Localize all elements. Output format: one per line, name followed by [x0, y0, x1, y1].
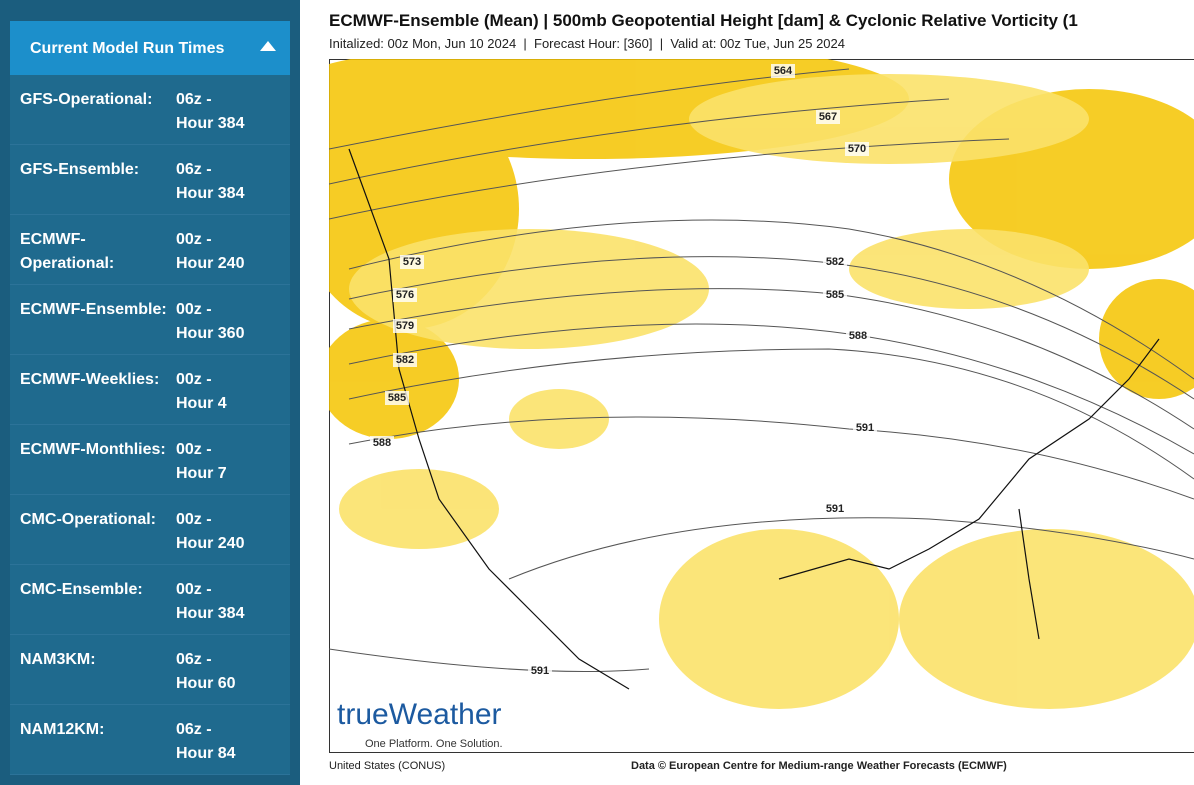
contour-label: 573	[403, 256, 421, 268]
contour-label: 576	[396, 289, 414, 301]
run-hour: Hour 384	[176, 605, 245, 622]
logo: trueWeather	[337, 698, 502, 731]
footer-right: Data © European Centre for Medium-range …	[631, 760, 1007, 772]
run-hour: Hour 4	[176, 395, 227, 412]
label-bg	[823, 255, 847, 269]
run-time-text: 06z -	[176, 651, 212, 668]
model-row[interactable]: ECMWF-Monthlies: 00z - Hour 7	[10, 425, 290, 495]
footer-left: United States (CONUS)	[329, 760, 446, 772]
contour-label: 570	[848, 143, 866, 155]
run-hour: Hour 240	[176, 255, 245, 272]
model-row[interactable]: GFS-Ensemble: 06z - Hour 384	[10, 145, 290, 215]
model-name: ECMWF-Monthlies:	[20, 441, 166, 458]
run-time-text: 00z -	[176, 581, 212, 598]
map: 564 567 570 573 576 579 582 585 588 582 585 588 591 5…	[329, 59, 1194, 753]
label-bg	[393, 288, 417, 302]
label-bg	[823, 288, 847, 302]
model-name: ECMWF-Ensemble:	[20, 301, 167, 318]
label-bg	[771, 64, 795, 78]
label-bg	[845, 142, 869, 156]
contour-label: 582	[826, 256, 844, 268]
contour-label: 591	[856, 422, 874, 434]
model-name: NAM12KM:	[20, 721, 105, 738]
run-time: 06z - Hour 60	[176, 648, 236, 696]
header-text: Current Model Run Times	[30, 40, 225, 57]
model-name: GFS-Operational:	[20, 91, 153, 108]
label-bg	[528, 664, 552, 678]
label-bg	[400, 255, 424, 269]
model-row[interactable]: GFS-Operational: 06z - Hour 384	[10, 75, 290, 145]
run-hour: Hour 384	[176, 185, 245, 202]
run-time: 06z - Hour 84	[176, 718, 236, 766]
contour-label: 585	[826, 289, 844, 301]
model-name: CMC-Operational:	[20, 511, 156, 528]
contour-label: 582	[396, 354, 414, 366]
run-time-text: 06z -	[176, 721, 212, 738]
row-list: GFS-Operational: 06z - Hour 384 GFS-Ensembl…	[10, 75, 290, 775]
run-time-text: 00z -	[176, 511, 212, 528]
run-time: 00z - Hour 240	[176, 228, 244, 276]
map-subtitle: Initalized: 00z Mon, Jun 10 2024 | Forec…	[329, 36, 845, 51]
run-time-text: 06z -	[176, 91, 212, 108]
contour-label: 588	[849, 330, 867, 342]
run-time-text: 00z -	[176, 301, 212, 318]
run-hour: Hour 60	[176, 675, 236, 692]
model-name: CMC-Ensemble:	[20, 581, 143, 598]
run-time: 00z - Hour 7	[176, 438, 227, 486]
run-time: 06z - Hour 384	[176, 88, 244, 136]
logo-tagline: One Platform. One Solution.	[365, 738, 503, 750]
model-row[interactable]: NAM3KM: 06z - Hour 60	[10, 635, 290, 705]
label-bg	[846, 329, 870, 343]
sidebar: Current Model Run Times GFS-Operational:…	[0, 0, 300, 785]
model-name: ECMWF-Weeklies:	[20, 371, 160, 388]
run-hour: Hour 84	[176, 745, 236, 762]
contour-label: 591	[826, 503, 844, 515]
label-bg	[393, 319, 417, 333]
sidebar-header[interactable]: Current Model Run Times	[10, 21, 290, 75]
model-row[interactable]: ECMWF-Ensemble: 00z - Hour 360	[10, 285, 290, 355]
run-hour: Hour 360	[176, 325, 245, 342]
label-bg	[393, 353, 417, 367]
model-row[interactable]: CMC-Operational: 00z - Hour 240	[10, 495, 290, 565]
contour-label: 591	[531, 665, 549, 677]
run-hour: Hour 7	[176, 465, 227, 482]
model-name: GFS-Ensemble:	[20, 161, 140, 178]
label-bg	[816, 110, 840, 124]
run-time: 00z - Hour 360	[176, 298, 244, 346]
contour-label: 564	[774, 65, 793, 77]
run-hour: Hour 240	[176, 535, 245, 552]
model-name: ECMWF-Operational:	[20, 231, 115, 272]
model-row[interactable]: ECMWF-Operational: 00z - Hour 240	[10, 215, 290, 285]
contour-label: 585	[388, 392, 406, 404]
contour-label: 579	[396, 320, 414, 332]
model-row[interactable]: CMC-Ensemble: 00z - Hour 384	[10, 565, 290, 635]
run-time-text: 06z -	[176, 161, 212, 178]
contour-label: 588	[373, 437, 391, 449]
label-bg	[385, 391, 409, 405]
model-row[interactable]: NAM12KM: 06z - Hour 84	[10, 705, 290, 775]
label-bg	[370, 436, 394, 450]
run-time: 06z - Hour 384	[176, 158, 244, 206]
run-time-text: 00z -	[176, 371, 212, 388]
run-time: 00z - Hour 4	[176, 368, 227, 416]
run-time: 00z - Hour 384	[176, 578, 244, 626]
label-bg	[853, 421, 877, 435]
run-time-text: 00z -	[176, 441, 212, 458]
contour-label: 567	[819, 111, 837, 123]
label-bg	[823, 502, 847, 516]
map-title: ECMWF-Ensemble (Mean) | 500mb Geopotenti…	[329, 11, 1078, 30]
run-hour: Hour 384	[176, 115, 245, 132]
run-time: 00z - Hour 240	[176, 508, 244, 556]
model-row[interactable]: ECMWF-Weeklies: 00z - Hour 4	[10, 355, 290, 425]
model-name: NAM3KM:	[20, 651, 96, 668]
collapse-icon[interactable]	[260, 41, 276, 51]
run-time-text: 00z -	[176, 231, 212, 248]
